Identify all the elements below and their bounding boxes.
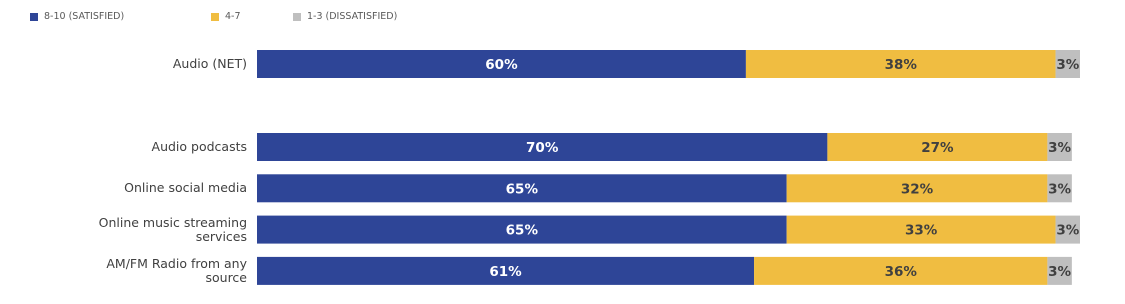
bar-segment [257,215,787,244]
value-label: 65% [506,223,539,239]
bar-segment [1047,174,1072,203]
bar-segment [257,133,828,161]
legend-swatch [30,12,38,21]
category-label: AM/FM Radio from any source [106,255,247,285]
bar-segment [257,50,746,78]
bar-segment [257,174,787,203]
bar-segment [1047,256,1072,285]
legend-item: 8-10 (SATISFIED) [30,11,124,22]
value-label: 27% [921,140,954,156]
legend-label: 1-3 (DISSATISFIED) [307,11,398,22]
legend-item: 4-7 [211,11,241,22]
bar-segment [257,256,755,285]
legend-label: 8-10 (SATISFIED) [44,11,125,22]
category-label: Online music streaming services [98,214,247,244]
value-label: 36% [885,264,918,280]
category-label: Audio (NET) [172,56,247,71]
legend-swatch [211,12,219,21]
value-label: 32% [901,181,934,197]
value-label: 33% [905,223,938,239]
legend-label: 4-7 [225,11,241,22]
bar-segment [827,133,1048,161]
category-label: Audio podcasts [151,139,247,154]
bar-segment [1055,50,1080,78]
legend-item: 1-3 (DISSATISFIED) [293,11,397,22]
value-label: 3% [1048,181,1071,197]
value-label: 60% [485,57,518,73]
value-label: 3% [1048,140,1071,156]
bar-segment [754,256,1048,285]
category-label: Online social media [124,180,247,196]
bar-segment [745,50,1056,78]
value-label: 61% [489,264,522,280]
legend-swatch [293,12,301,21]
value-label: 70% [526,140,559,156]
value-label: 3% [1056,223,1079,239]
value-label: 3% [1048,264,1071,280]
bar-segment [786,174,1048,203]
value-label: 3% [1056,57,1079,73]
value-label: 38% [885,57,918,73]
bar-segment [1055,215,1080,244]
value-label: 65% [506,181,539,197]
bar-segment [786,215,1056,244]
bar-segment [1047,133,1072,161]
